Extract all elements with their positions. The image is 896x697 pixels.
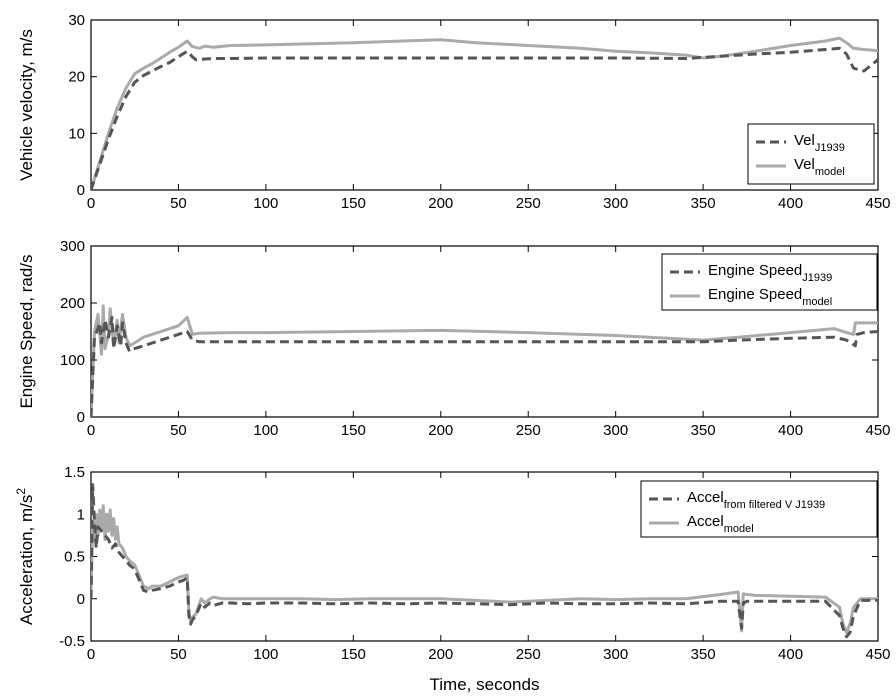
series-line-j1939	[91, 315, 878, 417]
legend-label: Velmodel	[794, 156, 845, 178]
legend-label: VelJ1939	[794, 132, 845, 154]
y-tick-label: 0.5	[64, 549, 85, 566]
y-tick-label: 0	[77, 409, 85, 426]
x-tick-label: 450	[865, 646, 890, 663]
y-tick-label: -0.5	[59, 633, 85, 650]
series-line-model	[91, 504, 878, 634]
x-tick-label: 400	[778, 195, 803, 212]
legend-box	[747, 123, 875, 185]
x-tick-label: 200	[428, 422, 453, 439]
x-tick-label: 350	[691, 646, 716, 663]
series-line-from-filtered-v-j1939	[91, 483, 878, 639]
x-tick-label: 300	[603, 422, 628, 439]
y-axis-label: Acceleration, m/s2	[14, 488, 36, 625]
x-tick-label: 150	[341, 646, 366, 663]
x-tick-label: 100	[253, 422, 278, 439]
x-tick-label: 100	[253, 195, 278, 212]
x-tick-label: 50	[170, 422, 187, 439]
x-tick-label: 400	[778, 422, 803, 439]
series-line-model	[91, 36, 878, 190]
y-tick-label: 0	[77, 591, 85, 608]
x-tick-label: 0	[87, 422, 95, 439]
x-tick-label: 450	[865, 422, 890, 439]
y-tick-label: 10	[68, 125, 85, 142]
axes-box	[90, 19, 879, 191]
legend-label: Engine SpeedJ1939	[708, 262, 832, 284]
y-tick-label: 200	[60, 295, 85, 312]
series-line-j1939	[91, 46, 878, 190]
y-tick-label: 20	[68, 69, 85, 86]
panel-1: 0 50 100 150 200 250 300 350 400 450 0 10 20 30 Vehicl…	[17, 12, 891, 212]
y-tick-label: 100	[60, 352, 85, 369]
y-tick-label: 0	[77, 182, 85, 199]
x-tick-label: 450	[865, 195, 890, 212]
y-axis-label: Vehicle velocity, m/s	[17, 29, 36, 181]
x-tick-label: 100	[253, 646, 278, 663]
y-tick-label: 30	[68, 12, 85, 29]
x-tick-label: 400	[778, 646, 803, 663]
x-tick-label: 50	[170, 195, 187, 212]
x-tick-label: 300	[603, 646, 628, 663]
x-axis-label: Time, seconds	[430, 675, 540, 694]
x-tick-label: 250	[516, 646, 541, 663]
y-tick-label: 1	[77, 506, 85, 523]
x-tick-label: 50	[170, 646, 187, 663]
legend-label: Engine Speedmodel	[708, 286, 832, 308]
x-tick-label: 150	[341, 195, 366, 212]
x-tick-label: 200	[428, 195, 453, 212]
x-tick-label: 0	[87, 195, 95, 212]
panel-3: 0 50 100 150 200 250 300 350 400 450-0.500.511.5A…	[14, 464, 891, 694]
panel-2: 0 50 100 150 200 250 300 350 400 450 0 100 200 300 Eng…	[17, 238, 891, 439]
x-tick-label: 300	[603, 195, 628, 212]
x-tick-label: 250	[516, 195, 541, 212]
x-tick-label: 0	[87, 646, 95, 663]
y-axis-label: Engine Speed, rad/s	[17, 254, 36, 408]
legend-label: Accelmodel	[687, 513, 754, 535]
legend-label: Accelfrom filtered V J1939	[687, 489, 825, 511]
x-tick-label: 350	[691, 195, 716, 212]
y-tick-label: 1.5	[64, 464, 85, 481]
x-tick-label: 150	[341, 422, 366, 439]
x-tick-label: 200	[428, 646, 453, 663]
y-tick-label: 300	[60, 238, 85, 255]
x-tick-label: 350	[691, 422, 716, 439]
x-tick-label: 250	[516, 422, 541, 439]
legend-box	[640, 480, 878, 538]
legend-box	[661, 253, 878, 311]
